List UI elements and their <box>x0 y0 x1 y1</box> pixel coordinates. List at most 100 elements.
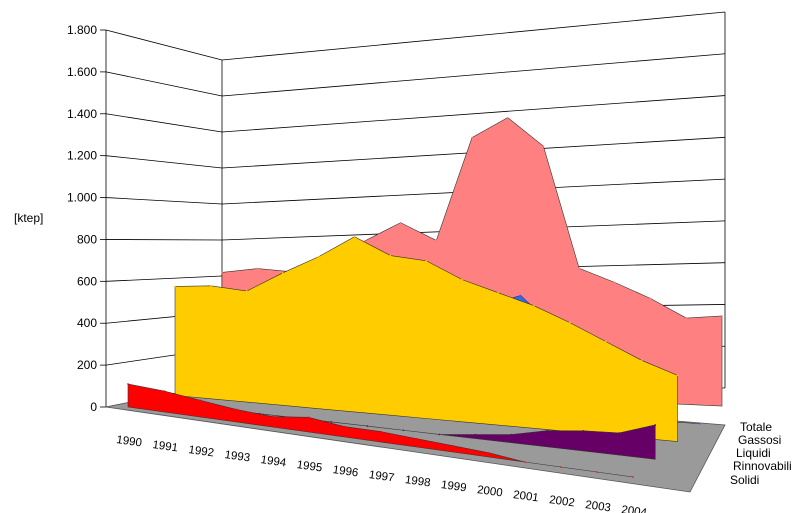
data-point-solidi-1998 <box>415 437 418 440</box>
data-point-rinnovabili-2000 <box>510 433 513 436</box>
y-tick-label: 1.600 <box>67 65 97 79</box>
x-tick-label: 1993 <box>224 449 251 464</box>
data-point-liquidi-1996 <box>389 254 392 257</box>
gridline-side <box>105 71 223 97</box>
data-point-liquidi-1990 <box>174 285 176 288</box>
x-tick-label: 1997 <box>368 469 395 484</box>
data-point-solidi-2002 <box>560 466 562 468</box>
x-tick-label: 2000 <box>476 484 503 499</box>
gridline-side <box>105 239 223 241</box>
data-point-totale-1995 <box>399 221 402 224</box>
depth-label: Gassosi <box>738 433 781 447</box>
data-point-solidi-2001 <box>523 461 526 463</box>
data-point-solidi-1992 <box>199 399 201 402</box>
y-axis-title: [ktep] <box>14 211 43 225</box>
y-tick-label: 200 <box>77 358 97 372</box>
x-tick-label: 2001 <box>512 489 539 504</box>
y-tick-label: 1.200 <box>67 149 97 163</box>
data-point-rinnovabili-1999 <box>474 433 477 436</box>
gridline-side <box>105 155 223 169</box>
data-point-solidi-1994 <box>271 415 274 418</box>
data-point-rinnovabili-2004 <box>654 424 657 426</box>
gridline-side <box>105 29 223 61</box>
data-point-totale-1994 <box>364 240 366 242</box>
data-point-solidi-1999 <box>451 444 454 447</box>
data-point-liquidi-1994 <box>317 255 320 258</box>
data-point-solidi-2004 <box>632 476 634 478</box>
gridline-back <box>221 53 726 97</box>
x-tick-label: 1991 <box>152 439 179 454</box>
data-point-rinnovabili-1996 <box>366 425 369 427</box>
data-point-liquidi-1999 <box>497 291 499 294</box>
y-tick-label: 1.000 <box>67 191 97 205</box>
y-tick-label: 800 <box>77 232 97 246</box>
data-point-liquidi-1991 <box>210 285 212 287</box>
data-point-solidi-1991 <box>163 390 165 392</box>
x-tick-label: 1992 <box>188 444 215 459</box>
data-point-totale-1990 <box>221 271 223 274</box>
series-area-solidi <box>127 383 634 478</box>
y-tick-label: 0 <box>90 400 97 414</box>
data-point-totale-2000 <box>578 267 580 270</box>
x-tick-label: 1994 <box>260 454 288 470</box>
data-point-liquidi-1997 <box>425 259 428 262</box>
data-point-totale-1996 <box>435 239 438 242</box>
data-point-gassosi-1999 <box>519 294 522 297</box>
depth-label: Solidi <box>730 473 759 487</box>
data-point-solidi-1993 <box>235 408 238 411</box>
data-point-rinnovabili-2001 <box>546 429 549 432</box>
data-point-liquidi-2001 <box>569 321 571 324</box>
data-point-totale-1991 <box>256 267 259 270</box>
x-tick-label: 1998 <box>404 474 431 489</box>
data-point-liquidi-2003 <box>640 359 643 362</box>
data-point-rinnovabili-2002 <box>582 429 585 432</box>
data-point-solidi-1995 <box>307 416 310 419</box>
data-point-solidi-1996 <box>343 425 346 428</box>
data-point-gassosi-2004 <box>698 422 701 425</box>
y-tick-label: 1.400 <box>67 107 97 121</box>
data-point-rinnovabili-1998 <box>438 433 441 436</box>
x-tick-label: 1996 <box>332 464 359 479</box>
depth-label: Liquidi <box>736 446 771 460</box>
data-point-totale-2003 <box>685 317 688 319</box>
x-tick-label: 2003 <box>585 499 612 513</box>
y-tick-label: 600 <box>77 274 97 288</box>
series-layer <box>127 116 723 478</box>
x-axis-ticks: 1990 1991 1992 1993 1994 1995 1996 1997 1998 1999… <box>116 434 649 513</box>
data-point-rinnovabili-1995 <box>330 421 333 423</box>
x-tick-label: 1999 <box>440 479 467 494</box>
data-point-totale-1997 <box>471 136 473 139</box>
data-point-liquidi-1998 <box>461 278 463 281</box>
data-point-totale-2001 <box>614 281 616 284</box>
x-tick-label: 1990 <box>116 434 143 449</box>
data-point-liquidi-1993 <box>281 272 284 274</box>
data-point-totale-1999 <box>542 145 545 147</box>
x-tick-label: 1995 <box>296 459 323 474</box>
data-point-liquidi-2004 <box>676 374 679 377</box>
data-point-rinnovabili-2003 <box>618 432 621 434</box>
gridline-back <box>221 95 726 133</box>
data-point-liquidi-1995 <box>353 235 356 238</box>
data-point-totale-2004 <box>721 315 723 317</box>
data-point-liquidi-2002 <box>604 340 607 343</box>
series-area-rinnovabili <box>151 400 656 460</box>
data-point-totale-2002 <box>649 297 652 300</box>
data-point-liquidi-2000 <box>533 304 535 307</box>
gridline-side <box>105 275 223 282</box>
gridline-side <box>105 113 223 133</box>
gridline-back <box>221 11 726 61</box>
data-point-rinnovabili-1997 <box>402 429 405 432</box>
y-tick-label: 1.800 <box>67 23 97 37</box>
depth-label: Totale <box>740 420 772 434</box>
depth-label: Rinnovabili <box>733 459 792 473</box>
data-point-solidi-1997 <box>379 430 382 433</box>
gridline-side <box>105 197 223 205</box>
data-point-solidi-2000 <box>487 452 490 454</box>
x-tick-label: 2004 <box>621 504 649 513</box>
data-point-solidi-2003 <box>596 471 598 473</box>
data-point-totale-1998 <box>506 116 509 119</box>
data-point-solidi-1990 <box>127 383 129 385</box>
x-tick-label: 2002 <box>548 494 575 509</box>
